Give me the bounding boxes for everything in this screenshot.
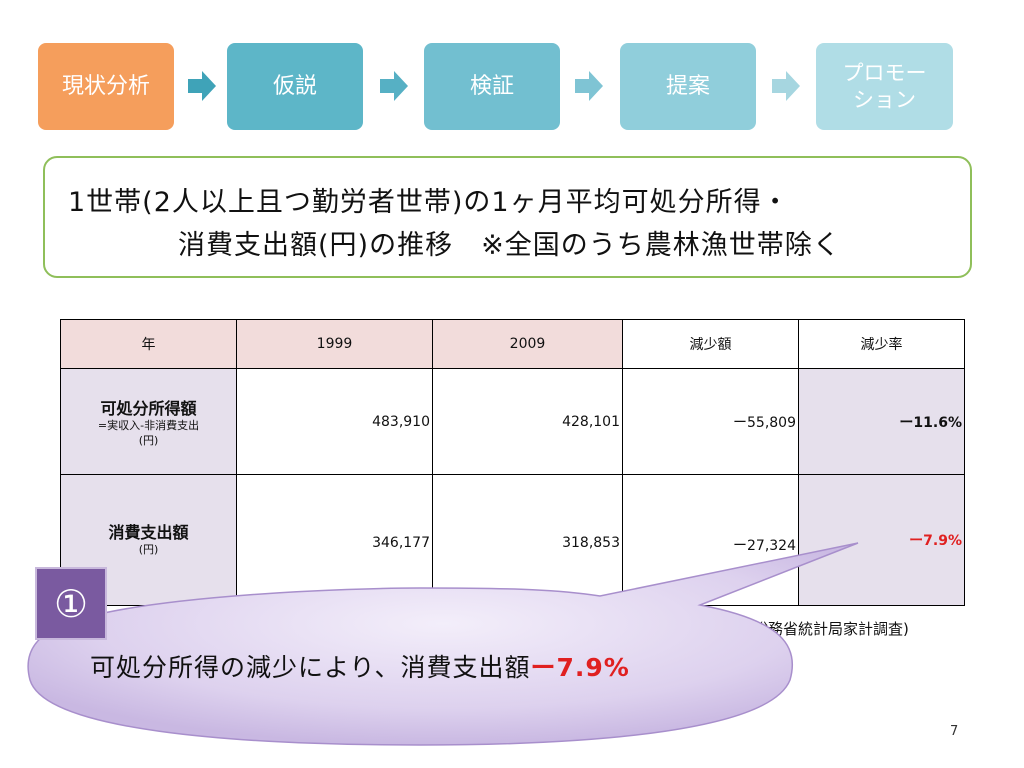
step-hypothesis: 仮説: [227, 43, 363, 130]
row-label-main: 消費支出額: [108, 523, 189, 542]
header-1999: 1999: [236, 319, 433, 369]
callout-text: 可処分所得の減少により、消費支出額ー7.9%: [90, 648, 630, 684]
arrow-icon: [575, 71, 603, 101]
step-current-analysis: 現状分析: [38, 43, 174, 130]
header-year: 年: [60, 319, 237, 369]
callout-highlight: ー7.9%: [530, 653, 630, 682]
cell-decrease: ー55,809: [622, 368, 799, 475]
title-line-2: 消費支出額(円)の推移 ※全国のうち農林漁世帯除く: [178, 230, 841, 261]
header-decrease: 減少額: [622, 319, 799, 369]
step-promotion: プロモー ション: [816, 43, 953, 130]
cell-decrease: ー27,324: [622, 474, 799, 606]
page-number: 7: [950, 724, 959, 739]
cell-rate: ー11.6%: [798, 368, 965, 475]
circled-one-badge: ①: [35, 567, 107, 640]
header-2009: 2009: [432, 319, 623, 369]
row-label-unit: (円): [138, 433, 159, 447]
arrow-icon: [380, 71, 408, 101]
step-verification: 検証: [424, 43, 560, 130]
step-proposal: 提案: [620, 43, 756, 130]
row-label-sub: =実収入-非消費支出: [97, 418, 200, 432]
title-box: 1世帯(2人以上且つ勤労者世帯)の1ヶ月平均可処分所得・ 消費支出額(円)の推移…: [43, 156, 972, 278]
table-row: 消費支出額 (円) 346,177 318,853 ー27,324 ー7.9%: [60, 474, 965, 606]
arrow-icon: [188, 71, 216, 101]
source-note: 出典:総務省統計局家計調査): [718, 620, 909, 638]
table-header-row: 年 1999 2009 減少額 減少率: [60, 319, 965, 369]
income-expenditure-table: 年 1999 2009 減少額 減少率 可処分所得額 =実収入-非消費支出 (円…: [60, 319, 965, 606]
header-rate: 減少率: [798, 319, 965, 369]
title-line-1: 1世帯(2人以上且つ勤労者世帯)の1ヶ月平均可処分所得・: [68, 187, 790, 218]
cell-1999: 346,177: [236, 474, 433, 606]
arrow-icon: [772, 71, 800, 101]
row-label-main: 可処分所得額: [100, 398, 197, 418]
cell-1999: 483,910: [236, 368, 433, 475]
row-label: 可処分所得額 =実収入-非消費支出 (円): [60, 368, 237, 475]
row-label-unit: (円): [138, 543, 159, 556]
cell-2009: 428,101: [432, 368, 623, 475]
table-row: 可処分所得額 =実収入-非消費支出 (円) 483,910 428,101 ー5…: [60, 368, 965, 475]
callout-main-text: 可処分所得の減少により、消費支出額: [90, 653, 531, 682]
cell-rate: ー7.9%: [798, 474, 965, 606]
cell-2009: 318,853: [432, 474, 623, 606]
